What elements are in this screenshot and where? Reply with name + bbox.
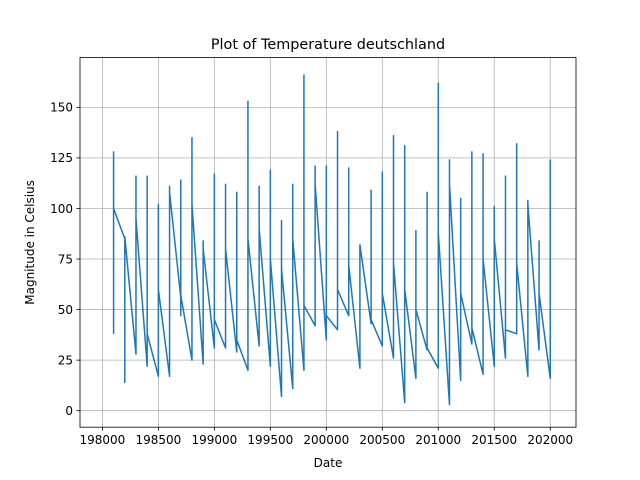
- x-tick-label: 200000: [303, 433, 349, 447]
- x-tick-label: 198000: [79, 433, 125, 447]
- x-axis-label: Date: [314, 456, 343, 470]
- y-tick-label: 25: [58, 353, 73, 367]
- x-tick-label: 201500: [471, 433, 517, 447]
- x-tick-label: 198500: [135, 433, 181, 447]
- y-tick-label: 75: [58, 252, 73, 266]
- y-tick-label: 150: [50, 101, 73, 115]
- y-tick-label: 50: [58, 303, 73, 317]
- y-axis-ticks: 0 25 50 75 100 125 150: [50, 101, 80, 418]
- x-tick-label: 202000: [527, 433, 573, 447]
- y-tick-label: 0: [65, 404, 73, 418]
- y-axis-label: Magnitude in Celsius: [23, 180, 37, 305]
- chart-title: Plot of Temperature deutschland: [211, 37, 445, 53]
- y-tick-label: 100: [50, 202, 73, 216]
- y-tick-label: 125: [50, 151, 73, 165]
- plot-frame: [79, 57, 577, 428]
- x-tick-label: 201000: [415, 433, 461, 447]
- x-tick-label: 199500: [247, 433, 293, 447]
- x-tick-label: 200500: [359, 433, 405, 447]
- x-tick-label: 199000: [191, 433, 237, 447]
- x-axis-ticks: 198000 198500 199000 199500 200000 200500 2010…: [79, 427, 573, 447]
- series-line: [112, 74, 551, 406]
